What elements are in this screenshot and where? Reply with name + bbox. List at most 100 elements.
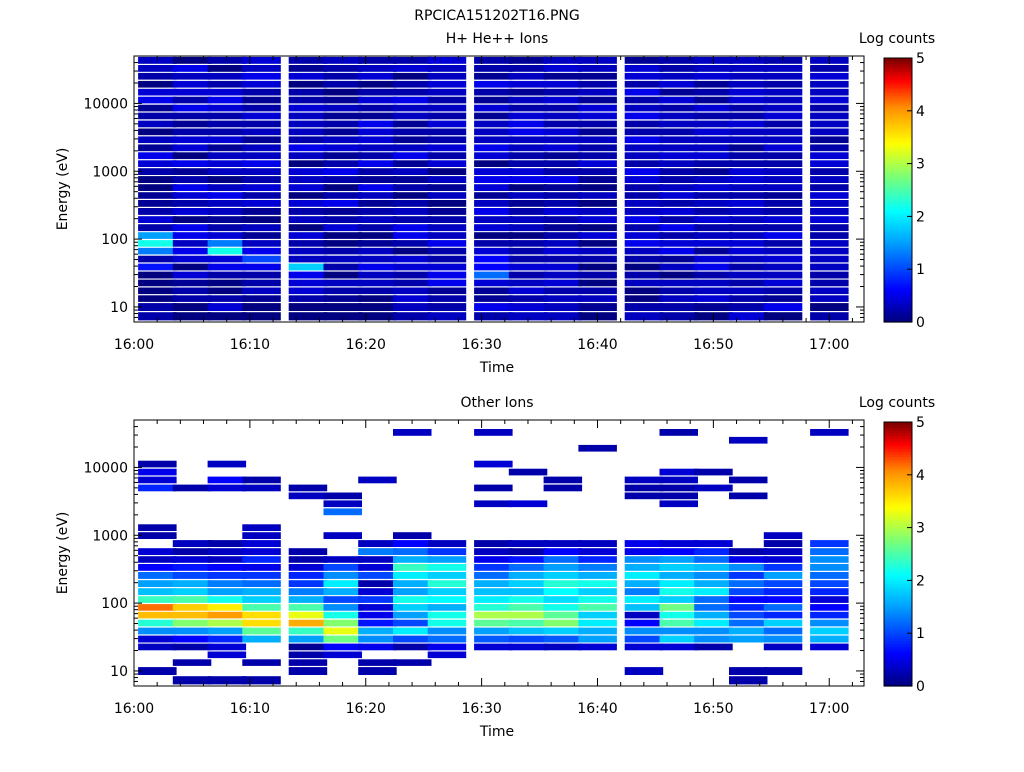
colorbar-segment [884, 124, 912, 128]
heatmap-cell [659, 240, 698, 247]
heatmap-cell [763, 240, 803, 247]
heatmap-cell [810, 232, 849, 239]
heatmap-cell [729, 160, 768, 167]
y-tick-label: 10 [110, 300, 128, 316]
heatmap-cell [659, 136, 698, 144]
heatmap-cell [694, 635, 733, 643]
heatmap-cell [138, 192, 177, 199]
heatmap-cell [543, 128, 583, 136]
heatmap-cell [358, 271, 397, 279]
heatmap-cell [288, 564, 328, 571]
heatmap-cell [323, 80, 362, 88]
heatmap-cell [427, 255, 467, 263]
colorbar-segment [884, 153, 912, 157]
heatmap-cell [729, 88, 768, 96]
heatmap-cell [138, 80, 177, 88]
heatmap-cell [659, 429, 698, 436]
colorbar-segment [884, 612, 912, 616]
heatmap-cell [393, 240, 432, 247]
colorbar-tick-label: 2 [916, 573, 925, 589]
heatmap-cell [729, 580, 768, 587]
heatmap-cell [172, 588, 212, 596]
heatmap-cell [242, 200, 281, 207]
heatmap-cell [207, 279, 247, 287]
heatmap-cell [242, 255, 281, 263]
colorbar-segment [884, 480, 912, 484]
heatmap-cell [242, 120, 281, 128]
heatmap-cell [358, 240, 397, 247]
heatmap-cell [763, 247, 803, 255]
heatmap-cell [763, 611, 803, 619]
y-tick-label: 10000 [83, 96, 128, 112]
heatmap-cell [578, 444, 617, 452]
colorbar-label: Log counts [859, 395, 935, 411]
heatmap-cell [810, 255, 849, 263]
heatmap-cell [810, 564, 849, 571]
heatmap-cell [323, 255, 362, 263]
heatmap-cell [474, 128, 513, 136]
heatmap-cell [138, 160, 177, 167]
heatmap-cell [138, 96, 177, 104]
heatmap-cell [288, 208, 328, 215]
colorbar-segment [884, 261, 912, 265]
heatmap-cell [659, 88, 698, 96]
heatmap-cell [358, 120, 397, 128]
colorbar-segment [884, 298, 912, 302]
y-axis-label: Energy (eV) [55, 512, 71, 595]
heatmap-cell [288, 303, 328, 311]
heatmap-cell [508, 96, 548, 104]
colorbar-segment [884, 620, 912, 624]
y-tick-label: 1000 [92, 528, 128, 544]
heatmap-cell [659, 643, 698, 651]
heatmap-cell [323, 224, 362, 232]
colorbar-segment [884, 314, 912, 318]
heatmap-cell [288, 120, 328, 128]
heatmap-cell [242, 216, 281, 223]
heatmap-cell [578, 596, 617, 603]
heatmap-cell [288, 295, 328, 302]
heatmap-cell [729, 667, 768, 675]
heatmap-cell [172, 80, 212, 88]
colorbar-segment [884, 211, 912, 215]
heatmap-cell [763, 72, 803, 80]
heatmap-cell [508, 208, 548, 215]
colorbar-segment [884, 195, 912, 199]
heatmap-cell [474, 240, 513, 247]
colorbar-frame [883, 57, 913, 323]
colorbar-segment [884, 269, 912, 273]
heatmap-cell [578, 208, 617, 215]
heatmap-cell [172, 240, 212, 247]
heatmap-cell [729, 604, 768, 611]
heatmap-cell [358, 611, 397, 619]
colorbar-tick-label: 5 [916, 51, 925, 67]
heatmap-cell [508, 136, 548, 144]
colorbar-segment [884, 622, 912, 626]
heatmap-cell [242, 635, 281, 643]
heatmap-cell [578, 168, 617, 175]
colorbar-segment [884, 319, 912, 323]
heatmap-cell [694, 152, 733, 160]
heatmap-cell [729, 596, 768, 603]
colorbar-segment [884, 543, 912, 547]
heatmap-cell [358, 596, 397, 603]
heatmap-cell [138, 168, 177, 175]
heatmap-cell [242, 192, 281, 199]
heatmap-cell [288, 168, 328, 175]
heatmap-cell [810, 152, 849, 160]
colorbar-segment [884, 527, 912, 531]
heatmap-cell [288, 287, 328, 295]
heatmap-cell [172, 604, 212, 611]
heatmap-cell [659, 279, 698, 287]
heatmap-cell [729, 224, 768, 232]
heatmap-cell [207, 271, 247, 279]
colorbar-segment [884, 649, 912, 653]
heatmap-cell [659, 295, 698, 302]
colorbar-segment [884, 277, 912, 281]
heatmap-cell [729, 56, 768, 64]
heatmap-cell [323, 65, 362, 72]
heatmap-cell [624, 271, 664, 279]
heatmap-cell [810, 144, 849, 152]
heatmap-cell [659, 224, 698, 232]
heatmap-cell [242, 56, 281, 64]
heatmap-cell [393, 80, 432, 88]
